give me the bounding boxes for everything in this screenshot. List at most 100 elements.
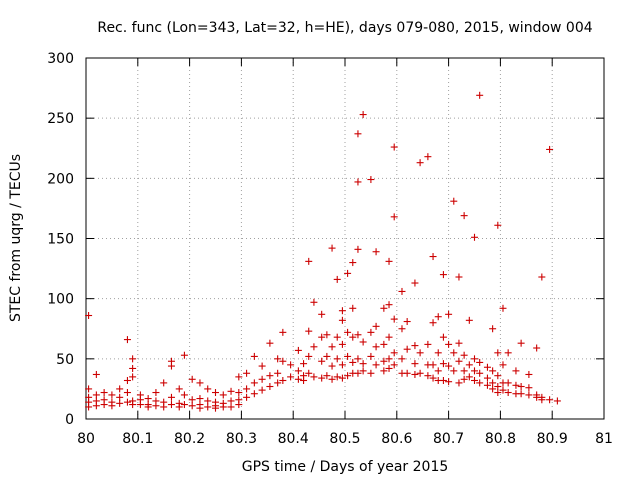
data-point (136, 401, 144, 409)
data-point (429, 361, 437, 369)
data-point (227, 397, 235, 405)
data-point (129, 364, 137, 372)
data-point (390, 315, 398, 323)
data-point (372, 248, 380, 256)
data-point (367, 352, 375, 360)
data-point (323, 352, 331, 360)
data-point (476, 91, 484, 99)
data-point (512, 367, 520, 375)
data-point (333, 333, 341, 341)
data-point (116, 393, 124, 401)
data-point (204, 403, 212, 411)
data-point (411, 360, 419, 368)
data-point (227, 403, 235, 411)
data-point (385, 333, 393, 341)
data-point (494, 389, 502, 397)
data-point (390, 349, 398, 357)
data-point (305, 352, 313, 360)
data-point (380, 357, 388, 365)
data-point (160, 403, 168, 411)
data-point (460, 375, 468, 383)
data-point (504, 349, 512, 357)
data-point (274, 379, 282, 387)
data-point (328, 343, 336, 351)
data-point (116, 399, 124, 407)
data-point (294, 346, 302, 354)
data-point (108, 402, 116, 410)
data-point (243, 385, 251, 393)
data-point (445, 340, 453, 348)
data-point (349, 333, 357, 341)
data-point (212, 389, 219, 397)
data-point (235, 389, 243, 397)
data-point (354, 331, 362, 339)
data-point (471, 355, 478, 363)
data-point (100, 401, 108, 409)
axis-ticks: 80 80.1 80.2 80.3 80.4 80.5 80.6 80.7 80.8 80.9 81… (47, 51, 613, 447)
data-point (385, 364, 393, 372)
data-point (279, 376, 287, 384)
data-point (424, 340, 432, 348)
data-point (455, 339, 463, 347)
data-point (152, 402, 160, 410)
data-point (323, 331, 331, 339)
data-point (123, 376, 131, 384)
data-point (465, 373, 473, 381)
data-point (318, 357, 326, 365)
data-point (85, 403, 93, 411)
data-point (525, 370, 533, 378)
data-point (129, 401, 137, 409)
data-point (424, 153, 432, 161)
data-point (85, 312, 93, 320)
data-point (354, 130, 362, 138)
data-point (338, 374, 346, 382)
data-point (305, 257, 313, 265)
data-point (403, 345, 411, 353)
data-point (424, 372, 432, 380)
data-point (328, 375, 336, 383)
data-point (460, 212, 468, 220)
data-point (92, 402, 100, 410)
data-point (144, 395, 152, 403)
x-tick-label: 80.3 (226, 431, 257, 447)
data-point (460, 367, 468, 375)
data-point (318, 333, 326, 341)
data-point (398, 287, 406, 295)
data-point (494, 372, 502, 380)
data-point (180, 391, 188, 399)
data-point (416, 369, 424, 377)
data-point (367, 328, 375, 336)
y-tick-label: 250 (47, 111, 74, 127)
chart-title: Rec. func (Lon=343, Lat=32, h=HE), days … (97, 20, 592, 36)
data-point (305, 369, 313, 377)
data-point (455, 379, 463, 387)
data-point (175, 385, 183, 393)
data-point (266, 383, 274, 391)
data-point (553, 397, 561, 405)
data-point (450, 367, 458, 375)
data-point (390, 213, 398, 221)
grid-lines (86, 58, 604, 419)
data-point (354, 245, 362, 253)
data-point (416, 349, 424, 357)
data-point (354, 178, 362, 186)
data-point (123, 389, 131, 397)
data-point (274, 369, 282, 377)
data-point (434, 367, 442, 375)
data-point (367, 369, 375, 377)
data-point (390, 361, 398, 369)
data-point (344, 352, 352, 360)
data-point (258, 386, 266, 394)
data-point (258, 375, 266, 383)
x-tick-label: 80.9 (537, 431, 568, 447)
data-point (300, 360, 308, 368)
data-point (372, 343, 380, 351)
data-point (499, 361, 507, 369)
data-point (235, 373, 243, 381)
data-point (476, 358, 484, 366)
x-tick-label: 81 (595, 431, 613, 447)
data-point (294, 367, 302, 375)
data-point (250, 352, 258, 360)
data-point (328, 362, 336, 370)
